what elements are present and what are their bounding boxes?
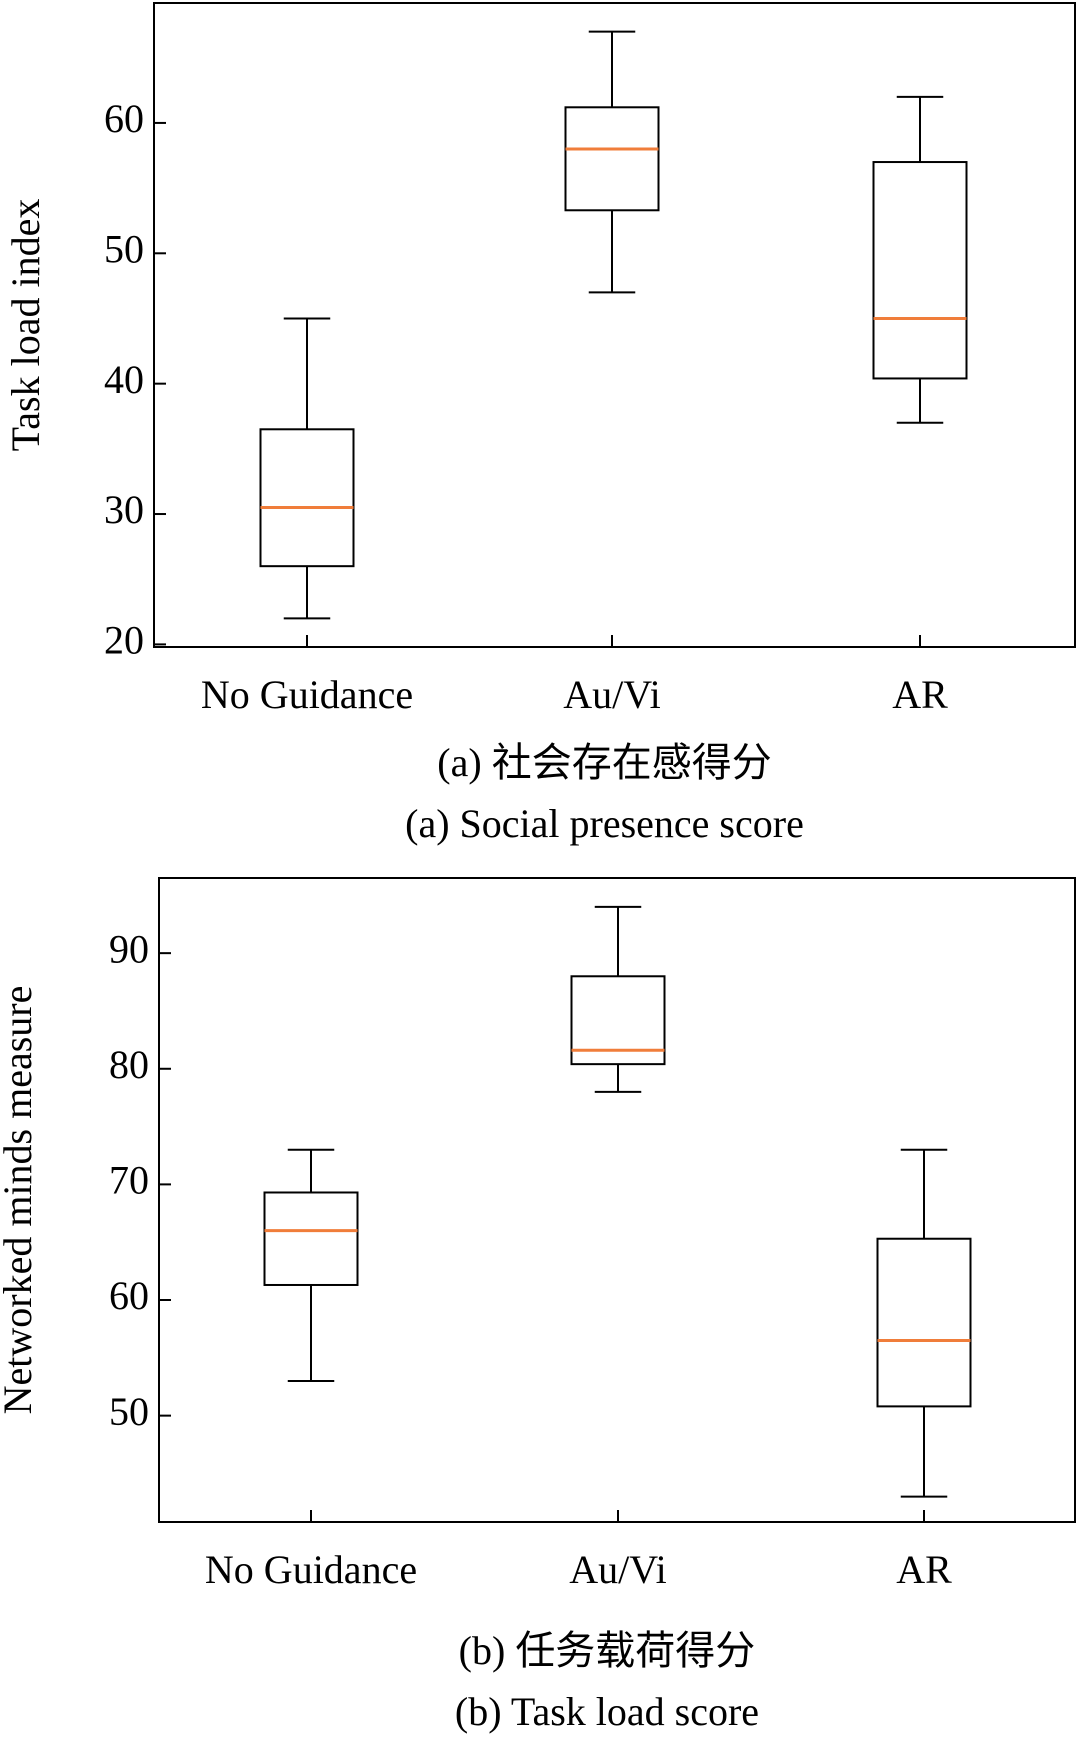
y-axis-label: Task load index	[3, 199, 48, 452]
y-tick-label: 30	[104, 487, 144, 532]
x-tick-label: AR	[892, 672, 948, 717]
box	[876, 1237, 972, 1408]
box	[259, 428, 355, 568]
y-tick-label: 20	[104, 618, 144, 663]
y-tick-label: 50	[109, 1389, 149, 1434]
y-tick-label: 90	[109, 926, 149, 971]
plot-frame	[153, 2, 1076, 648]
y-tick-label: 40	[104, 357, 144, 402]
box	[872, 161, 968, 380]
y-tick-label: 50	[104, 226, 144, 271]
y-tick-label: 80	[109, 1042, 149, 1087]
y-axis-label: Networked minds measure	[0, 986, 40, 1415]
caption: (a) Social presence score	[405, 801, 804, 846]
x-tick-label: No Guidance	[205, 1547, 417, 1592]
x-tick-label: Au/Vi	[569, 1547, 667, 1592]
x-tick-label: Au/Vi	[563, 672, 661, 717]
caption-zh: (b) 任务载荷得分	[459, 1628, 756, 1673]
y-tick-label: 60	[109, 1273, 149, 1318]
caption: (b) Task load score	[455, 1689, 759, 1734]
caption-zh: (a) 社会存在感得分	[437, 740, 771, 785]
x-tick-label: No Guidance	[201, 672, 413, 717]
box	[564, 106, 660, 212]
box	[263, 1191, 359, 1286]
y-tick-label: 60	[104, 96, 144, 141]
x-tick-label: AR	[896, 1547, 952, 1592]
y-tick-label: 70	[109, 1158, 149, 1203]
